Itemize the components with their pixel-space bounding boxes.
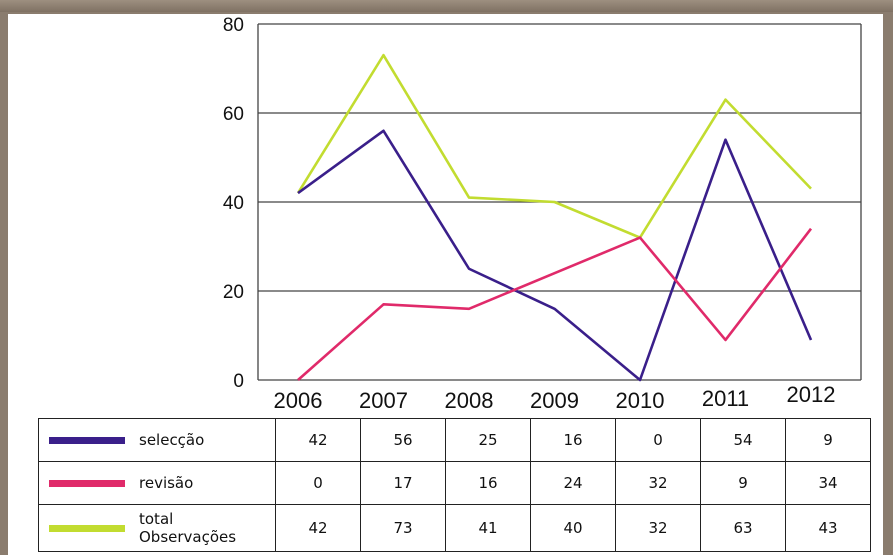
frame-top-bar [0, 0, 893, 12]
x-tick-label: 2007 [359, 388, 408, 413]
legend-cell: revisão [38, 461, 276, 505]
table-cell: 63 [700, 504, 786, 552]
x-tick-label: 2011 [702, 386, 749, 411]
table-cell: 17 [360, 461, 446, 505]
table-row: selecção 42 56 25 16 0 54 9 [38, 418, 871, 462]
table-cell: 43 [785, 504, 871, 552]
table-cell: 42 [275, 504, 361, 552]
series-name: selecção [139, 431, 205, 449]
legend-swatch [49, 480, 125, 487]
chart-panel: 0 20 40 60 80 2006 2007 2008 2009 2010 2011 2012 se… [8, 14, 883, 555]
series-name: revisão [139, 474, 194, 492]
table-cell: 9 [700, 461, 786, 505]
x-tick-label: 2012 [787, 382, 836, 407]
table-cell: 40 [530, 504, 616, 552]
line-chart: 0 20 40 60 80 2006 2007 2008 2009 2010 2011 2012 [223, 15, 862, 413]
series-line-2 [296, 53, 812, 239]
table-cell: 56 [360, 418, 446, 462]
table-cell: 73 [360, 504, 446, 552]
table-cell: 32 [615, 461, 701, 505]
x-tick-label: 2009 [530, 388, 579, 413]
y-tick-label: 0 [233, 371, 244, 392]
y-tick-label: 80 [223, 15, 244, 36]
table-cell: 16 [530, 418, 616, 462]
table-cell: 42 [275, 418, 361, 462]
data-table: selecção 42 56 25 16 0 54 9 revisão 0 17 16 24 32 9 34 t… [38, 418, 871, 552]
table-cell: 32 [615, 504, 701, 552]
series-line-1 [297, 227, 813, 381]
table-cell: 24 [530, 461, 616, 505]
series-name: total Observações [139, 510, 237, 546]
legend-swatch [49, 437, 125, 444]
table-cell: 41 [445, 504, 531, 552]
table-cell: 9 [785, 418, 871, 462]
legend-cell: selecção [38, 418, 276, 462]
table-cell: 16 [445, 461, 531, 505]
legend-swatch [49, 525, 125, 532]
y-tick-label: 40 [223, 193, 244, 214]
x-tick-label: 2008 [445, 388, 494, 413]
table-row: revisão 0 17 16 24 32 9 34 [38, 461, 871, 505]
table-cell: 0 [275, 461, 361, 505]
x-tick-label: 2006 [274, 388, 323, 413]
y-tick-label: 60 [223, 104, 244, 125]
legend-cell: total Observações [38, 504, 276, 552]
x-tick-label: 2010 [616, 388, 665, 413]
table-cell: 25 [445, 418, 531, 462]
series-line-0 [297, 129, 813, 382]
table-cell: 0 [615, 418, 701, 462]
table-cell: 54 [700, 418, 786, 462]
y-tick-label: 20 [223, 282, 244, 303]
table-cell: 34 [785, 461, 871, 505]
table-row: total Observações 42 73 41 40 32 63 43 [38, 504, 871, 552]
